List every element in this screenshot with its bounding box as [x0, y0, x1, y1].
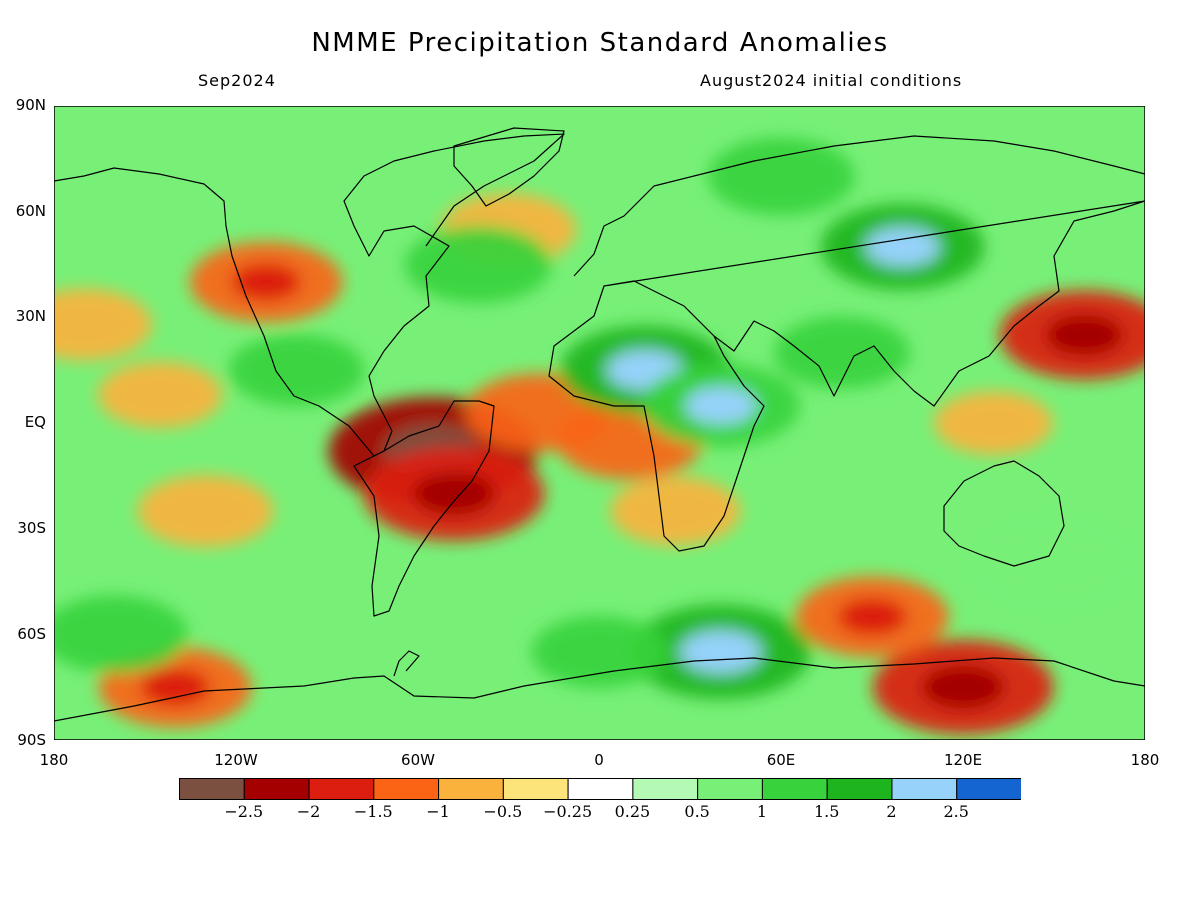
colorbar-tick-label: 1.5: [813, 802, 840, 821]
anomaly-region-19: [228, 334, 365, 407]
anomaly-region-23: [531, 615, 668, 688]
lat-label-90n: 90N: [15, 96, 46, 114]
lon-label-60e: 60E: [766, 751, 796, 769]
anomaly-core-5: [231, 264, 301, 301]
colorbar-tick-label: 1: [756, 802, 768, 821]
lat-label-60n: 60N: [15, 202, 46, 220]
anomaly-core-9: [1046, 314, 1123, 355]
coast-australia: [943, 460, 1065, 567]
coast-africa: [548, 285, 765, 552]
anomaly-region-22: [54, 595, 189, 674]
colorbar-tick-label: −1: [426, 802, 450, 821]
anomaly-core-10: [922, 665, 1004, 709]
anomaly-region-7: [610, 476, 741, 546]
lon-label-180w: 180: [39, 751, 69, 769]
lat-label-60s: 60S: [17, 625, 46, 643]
colorbar-swatch-6: [567, 778, 634, 800]
anomaly-region-4: [137, 475, 274, 548]
colorbar-swatch-12: [956, 778, 1021, 800]
colorbar-tick-label: −2: [296, 802, 321, 821]
colorbar-tick-label: −0.5: [483, 802, 523, 821]
colorbar-tick-label: −2.5: [224, 802, 264, 821]
colorbar-swatch-2: [308, 778, 375, 800]
colorbar: [179, 778, 1021, 800]
anomaly-core-11: [140, 669, 210, 706]
map-title: NMME Precipitation Standard Anomalies: [311, 28, 889, 58]
coast-antarctic-peninsula: [393, 650, 420, 677]
coastlines: [54, 127, 1145, 722]
lat-label-30s: 30S: [17, 519, 46, 537]
anomaly-core-21: [680, 630, 762, 674]
colorbar-tick-label: −0.25: [543, 802, 593, 821]
colorbar-swatch-7: [632, 778, 699, 800]
colorbar-swatch-3: [373, 778, 440, 800]
precipitation-anomaly-map: [54, 106, 1145, 740]
colorbar-tick-label: 2.5: [943, 802, 969, 821]
lat-label-eq: EQ: [24, 413, 46, 431]
colorbar-tick-label: 2: [886, 802, 897, 821]
initial-conditions-label: August2024 initial conditions: [700, 71, 963, 90]
coast-south-america: [353, 400, 495, 617]
coast-greenland: [453, 127, 565, 207]
colorbar-swatch-8: [697, 778, 763, 800]
anomaly-core-12: [837, 598, 907, 635]
anomaly-region-24: [707, 137, 855, 216]
colorbar-swatch-9: [761, 778, 828, 800]
coast-north-america: [54, 133, 565, 457]
anomaly-core-16: [685, 386, 757, 425]
lat-label-30n: 30N: [15, 307, 46, 325]
colorbar-tick-label: 0.25: [614, 802, 651, 821]
anomaly-region-25: [988, 529, 1120, 599]
colorbar-swatch-11: [891, 778, 958, 800]
lon-label-120e: 120E: [943, 751, 983, 769]
anomaly-region-20: [404, 225, 552, 304]
colorbar-swatch-0: [179, 778, 245, 800]
coast-antarctica: [54, 657, 1145, 722]
lon-label-180e: 180: [1130, 751, 1160, 769]
colorbar-tick-label: −1.5: [353, 802, 393, 821]
colorbar-swatch-1: [243, 778, 310, 800]
anomaly-region-3: [97, 361, 223, 429]
lon-label-0: 0: [594, 751, 604, 769]
anomaly-core-18: [865, 227, 940, 267]
colorbar-tick-label: 0.5: [684, 802, 710, 821]
anomaly-region-17: [773, 316, 910, 389]
lat-label-90s: 90S: [17, 731, 46, 749]
coast-eurasia: [573, 135, 1145, 407]
colorbar-swatch-5: [502, 778, 569, 800]
lon-label-60w: 60W: [401, 751, 435, 769]
colorbar-swatch-4: [438, 778, 504, 800]
lon-label-120w: 120W: [214, 751, 258, 769]
valid-period-label: Sep2024: [198, 71, 276, 90]
colorbar-swatch-10: [826, 778, 893, 800]
anomaly-region-13: [933, 391, 1054, 455]
anomaly-core-1: [413, 472, 495, 515]
anomaly-field: [54, 137, 1145, 735]
anomaly-region-6: [54, 288, 153, 361]
